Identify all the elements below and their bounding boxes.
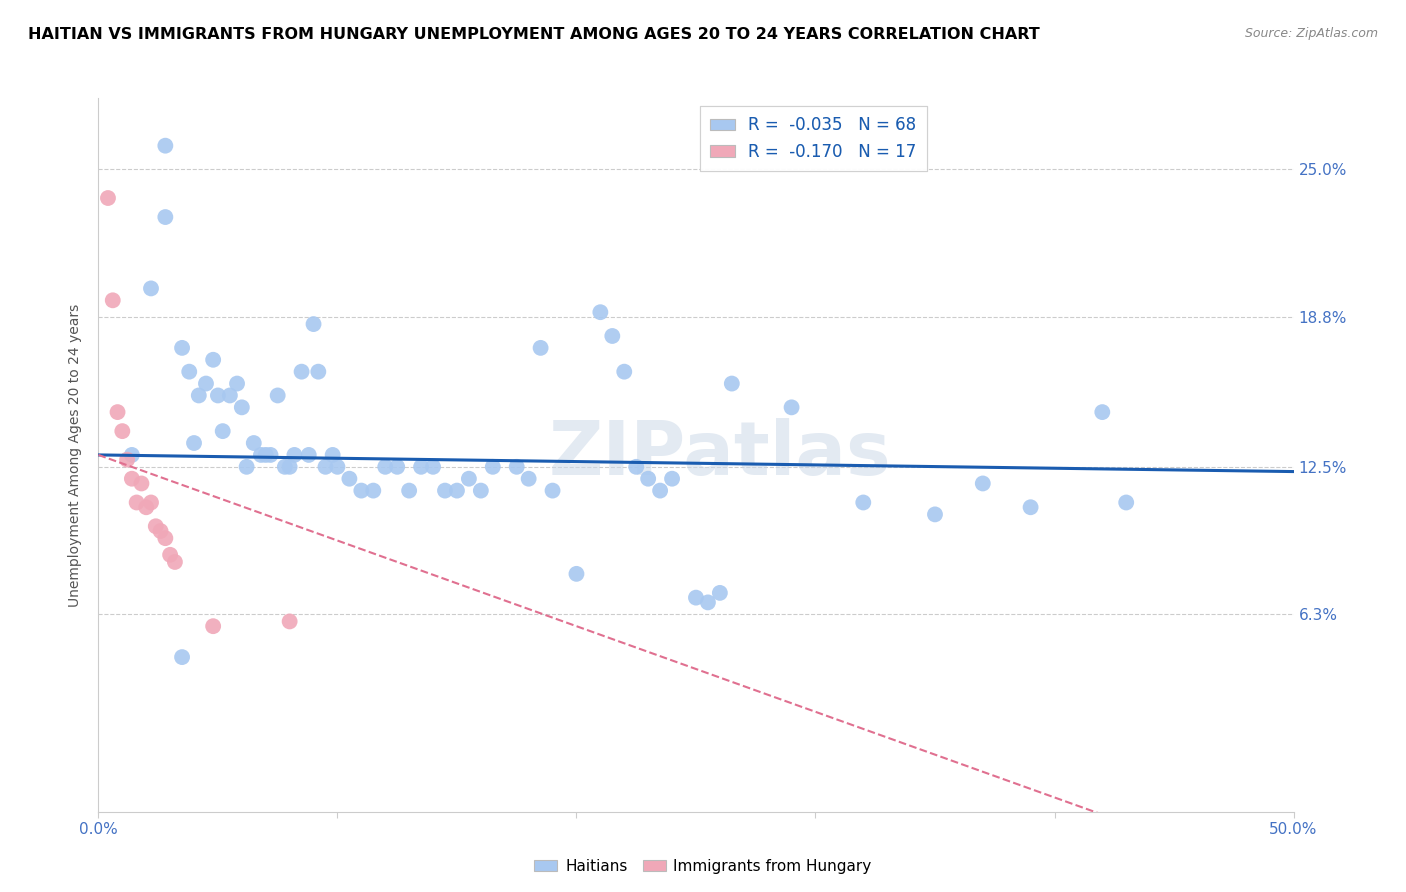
Point xyxy=(685,591,707,605)
Point xyxy=(398,483,420,498)
Point xyxy=(267,388,290,402)
Point xyxy=(135,500,157,515)
Point xyxy=(235,459,257,474)
Point xyxy=(541,483,564,498)
Point xyxy=(385,459,409,474)
Point xyxy=(506,459,529,474)
Point xyxy=(565,566,588,581)
Point xyxy=(291,365,314,379)
Point xyxy=(661,472,683,486)
Point xyxy=(852,495,875,509)
Text: Source: ZipAtlas.com: Source: ZipAtlas.com xyxy=(1244,27,1378,40)
Point xyxy=(183,436,205,450)
Point xyxy=(149,524,172,538)
Point xyxy=(307,365,329,379)
Point xyxy=(602,329,624,343)
Point xyxy=(446,483,468,498)
Point xyxy=(648,483,672,498)
Point xyxy=(363,483,385,498)
Point xyxy=(111,424,134,438)
Point xyxy=(207,388,229,402)
Point xyxy=(697,595,720,609)
Point xyxy=(326,459,349,474)
Point xyxy=(278,459,301,474)
Point xyxy=(411,459,433,474)
Point xyxy=(458,472,481,486)
Point xyxy=(298,448,321,462)
Point xyxy=(179,365,201,379)
Point xyxy=(187,388,209,402)
Point xyxy=(226,376,249,391)
Point xyxy=(350,483,373,498)
Point xyxy=(259,448,281,462)
Point xyxy=(155,138,177,153)
Point xyxy=(339,472,360,486)
Point xyxy=(1019,500,1042,515)
Point xyxy=(159,548,181,562)
Point xyxy=(470,483,492,498)
Point xyxy=(131,476,153,491)
Point xyxy=(172,341,194,355)
Point xyxy=(315,459,337,474)
Point xyxy=(613,365,636,379)
Y-axis label: Unemployment Among Ages 20 to 24 years: Unemployment Among Ages 20 to 24 years xyxy=(69,303,83,607)
Point xyxy=(322,448,344,462)
Point xyxy=(1115,495,1137,509)
Text: HAITIAN VS IMMIGRANTS FROM HUNGARY UNEMPLOYMENT AMONG AGES 20 TO 24 YEARS CORREL: HAITIAN VS IMMIGRANTS FROM HUNGARY UNEMP… xyxy=(28,27,1040,42)
Point xyxy=(529,341,551,355)
Point xyxy=(101,293,124,308)
Point xyxy=(163,555,186,569)
Point xyxy=(283,448,305,462)
Point xyxy=(250,448,273,462)
Point xyxy=(172,650,194,665)
Point xyxy=(139,495,162,509)
Point xyxy=(422,459,444,474)
Point xyxy=(433,483,456,498)
Point xyxy=(125,495,148,509)
Point xyxy=(254,448,277,462)
Point xyxy=(202,352,225,367)
Point xyxy=(589,305,612,319)
Point xyxy=(709,586,731,600)
Point xyxy=(121,472,143,486)
Point xyxy=(626,459,648,474)
Point xyxy=(155,531,177,545)
Text: ZIPatlas: ZIPatlas xyxy=(548,418,891,491)
Point xyxy=(278,615,301,629)
Point xyxy=(155,210,177,224)
Point xyxy=(97,191,120,205)
Point xyxy=(243,436,266,450)
Point xyxy=(637,472,659,486)
Legend: R =  -0.035   N = 68, R =  -0.170   N = 17: R = -0.035 N = 68, R = -0.170 N = 17 xyxy=(700,106,927,170)
Point xyxy=(107,405,129,419)
Point xyxy=(780,401,803,415)
Point xyxy=(202,619,225,633)
Point xyxy=(972,476,994,491)
Point xyxy=(374,459,396,474)
Point xyxy=(219,388,242,402)
Point xyxy=(302,317,325,331)
Point xyxy=(274,459,297,474)
Point xyxy=(924,508,946,522)
Point xyxy=(139,281,162,295)
Point xyxy=(231,401,253,415)
Point xyxy=(194,376,218,391)
Point xyxy=(517,472,540,486)
Point xyxy=(121,448,143,462)
Point xyxy=(145,519,167,533)
Point xyxy=(115,452,138,467)
Point xyxy=(1091,405,1114,419)
Legend: Haitians, Immigrants from Hungary: Haitians, Immigrants from Hungary xyxy=(529,853,877,880)
Point xyxy=(211,424,233,438)
Point xyxy=(481,459,505,474)
Point xyxy=(721,376,744,391)
